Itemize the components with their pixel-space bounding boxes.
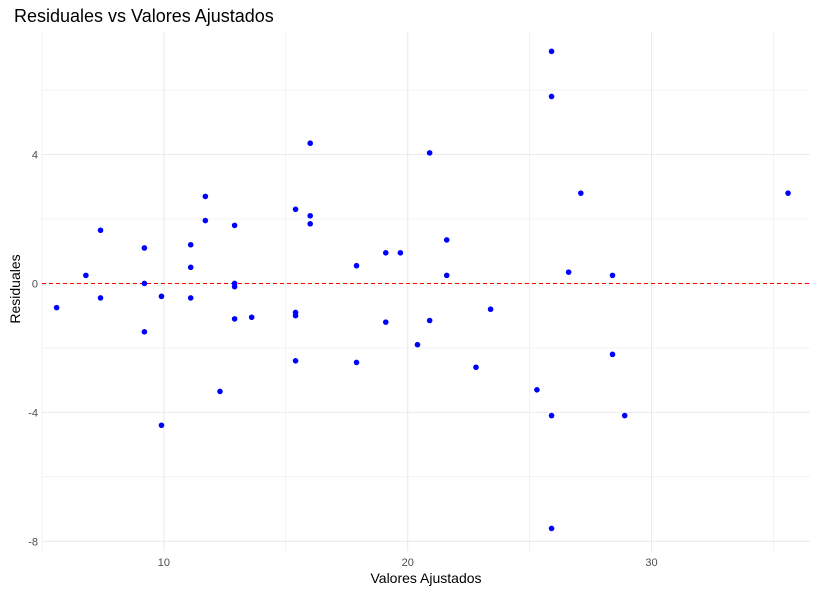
minor-grid <box>41 32 810 551</box>
x-tick-label-1: 20 <box>402 557 414 569</box>
data-point-43 <box>548 525 555 532</box>
data-point-23 <box>292 358 299 364</box>
data-point-47 <box>609 351 616 358</box>
data-point-26 <box>307 221 313 227</box>
data-point-6 <box>141 328 148 335</box>
data-point-39 <box>534 387 540 393</box>
y-tick-label-3: 4 <box>32 149 38 161</box>
data-point-33 <box>426 150 433 156</box>
data-point-29 <box>382 250 389 256</box>
data-point-7 <box>158 293 165 300</box>
x-tick-label-2: 30 <box>645 557 657 569</box>
data-point-4 <box>141 245 148 251</box>
data-point-31 <box>397 250 404 256</box>
data-points <box>53 48 791 532</box>
y-tick-label-1: -4 <box>28 407 38 419</box>
data-point-32 <box>414 341 421 348</box>
data-point-5 <box>141 280 148 287</box>
data-point-1 <box>83 272 89 279</box>
data-point-13 <box>202 217 209 224</box>
chart-title: Residuales vs Valores Ajustados <box>14 6 274 26</box>
y-tick-labels: -8 -4 0 4 <box>28 149 38 548</box>
data-point-34 <box>426 317 433 324</box>
x-axis-title: Valores Ajustados <box>370 570 481 586</box>
data-point-12 <box>202 193 209 200</box>
data-point-35 <box>443 237 450 243</box>
data-point-44 <box>565 269 572 275</box>
data-point-14 <box>217 388 223 395</box>
x-tick-label-0: 10 <box>158 557 170 569</box>
data-point-11 <box>187 295 194 301</box>
data-point-15 <box>231 222 238 229</box>
data-point-49 <box>785 190 791 196</box>
data-point-22 <box>292 312 299 319</box>
data-point-18 <box>231 316 238 322</box>
data-point-42 <box>548 412 555 419</box>
data-point-45 <box>578 190 584 196</box>
data-point-19 <box>248 314 255 321</box>
data-point-28 <box>353 359 360 366</box>
data-point-48 <box>621 412 628 419</box>
y-axis-title: Residuales <box>7 254 23 323</box>
x-tick-labels: 10 20 30 <box>158 557 658 569</box>
data-point-38 <box>487 306 494 313</box>
data-point-10 <box>187 264 194 271</box>
data-point-8 <box>158 422 165 429</box>
data-point-25 <box>307 212 313 219</box>
data-point-9 <box>187 241 194 248</box>
data-point-40 <box>548 48 555 55</box>
y-tick-label-2: 0 <box>32 278 38 290</box>
data-point-37 <box>473 364 479 371</box>
data-point-3 <box>97 295 104 301</box>
data-point-0 <box>53 304 60 311</box>
y-tick-label-0: -8 <box>28 536 38 548</box>
data-point-36 <box>443 272 450 279</box>
data-point-17 <box>231 283 238 290</box>
data-point-41 <box>548 93 555 100</box>
data-point-27 <box>353 262 360 269</box>
data-point-2 <box>97 227 104 234</box>
data-point-24 <box>307 140 313 147</box>
data-point-20 <box>292 206 299 213</box>
data-point-46 <box>609 272 616 279</box>
data-point-30 <box>382 319 389 325</box>
